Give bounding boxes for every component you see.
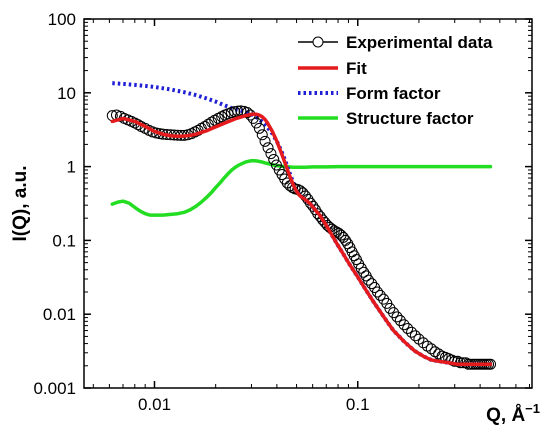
data-point <box>433 348 445 360</box>
legend-item: Fit <box>298 59 367 78</box>
data-point <box>256 129 268 141</box>
y-tick-label: 0.1 <box>52 231 76 250</box>
legend-item: Experimental data <box>298 33 493 52</box>
data-point <box>409 330 421 342</box>
legend-label: Form factor <box>346 84 441 103</box>
x-tick-label: 0.01 <box>138 395 171 414</box>
x-axis-title-main: Q, Å <box>486 405 525 426</box>
data-point <box>388 307 400 319</box>
data-point <box>425 343 437 355</box>
data-point <box>413 333 425 345</box>
data-point <box>358 266 370 278</box>
plot-layer <box>106 81 497 370</box>
legend-label: Fit <box>346 59 367 78</box>
data-point <box>417 337 429 349</box>
data-point <box>253 122 265 134</box>
legend: Experimental data Fit Form factor Structure… <box>298 33 493 128</box>
data-point <box>384 302 396 314</box>
y-tick-label: 10 <box>57 84 76 103</box>
legend-item: Structure factor <box>298 109 474 128</box>
axis-ticks: 100 10 1 0.1 0.01 0.001 0.01 0.1 <box>33 10 532 414</box>
y-tick-label: 1 <box>67 158 76 177</box>
legend-marker <box>312 36 324 48</box>
data-point <box>268 153 280 165</box>
data-point <box>265 148 277 160</box>
y-axis-title: I(Q), a.u. <box>10 166 31 242</box>
data-point <box>394 315 406 327</box>
series-experimental-data <box>106 105 497 370</box>
data-point <box>402 323 414 334</box>
y-tick-label: 0.001 <box>33 379 76 398</box>
data-point <box>259 135 271 147</box>
legend-label: Structure factor <box>346 109 474 128</box>
y-tick-label: 100 <box>48 10 76 29</box>
data-point <box>250 117 262 129</box>
data-point <box>406 326 418 338</box>
legend-item: Form factor <box>298 84 441 103</box>
series-fit-line <box>110 112 493 366</box>
y-tick-label: 0.01 <box>43 305 76 324</box>
legend-label: Experimental data <box>346 33 493 52</box>
data-point <box>371 286 383 298</box>
data-point <box>398 319 410 331</box>
data-point <box>366 278 378 290</box>
x-axis-title-exponent: −1 <box>525 401 540 416</box>
plot-frame <box>83 18 533 389</box>
data-point <box>262 142 274 154</box>
x-tick-label: 0.1 <box>346 395 370 414</box>
data-point <box>363 274 375 286</box>
series-structure-factor-line <box>110 159 493 217</box>
data-point <box>391 311 403 323</box>
data-point <box>374 289 386 301</box>
x-axis-title: Q, Å−1 <box>486 401 540 426</box>
